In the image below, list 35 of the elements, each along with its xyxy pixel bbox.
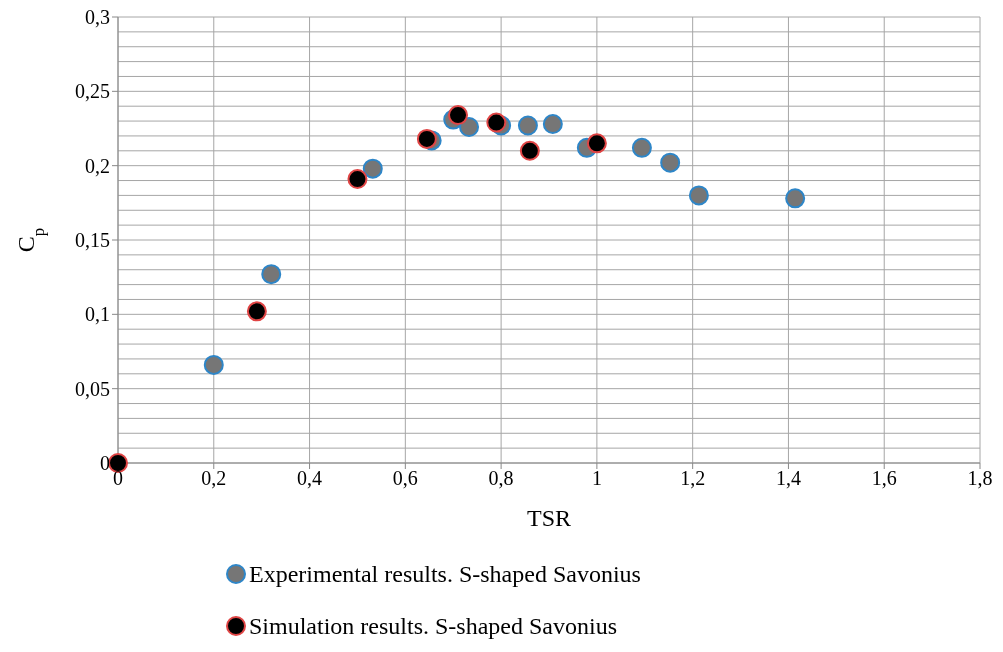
y-tick-label: 0,15 bbox=[75, 229, 110, 252]
y-tick-label: 0,1 bbox=[85, 303, 110, 326]
x-tick-label: 1,6 bbox=[871, 467, 897, 490]
point bbox=[416, 128, 437, 149]
point bbox=[347, 169, 368, 190]
x-tick-label: 0,4 bbox=[297, 467, 323, 490]
y-tick-label: 0,2 bbox=[85, 154, 110, 177]
x-tick-label: 1,2 bbox=[680, 467, 706, 490]
legend-label: Simulation results. S-shaped Savonius bbox=[249, 612, 617, 640]
point bbox=[261, 264, 282, 285]
point bbox=[660, 152, 681, 173]
point bbox=[631, 137, 652, 158]
y-tick-label: 0,25 bbox=[75, 80, 110, 103]
point bbox=[448, 105, 469, 126]
point bbox=[519, 140, 540, 161]
point bbox=[542, 114, 563, 135]
y-tick-label: 0,05 bbox=[75, 377, 110, 400]
point bbox=[688, 185, 709, 206]
point bbox=[517, 115, 538, 136]
y-tick-label: 0,3 bbox=[85, 6, 110, 29]
x-tick-label: 0,8 bbox=[488, 467, 514, 490]
x-tick-label: 0,2 bbox=[201, 467, 227, 490]
x-tick-label: 0,6 bbox=[392, 467, 418, 490]
point bbox=[586, 133, 607, 154]
point bbox=[486, 112, 507, 133]
point bbox=[246, 301, 267, 322]
point bbox=[203, 354, 224, 375]
x-tick-label: 1 bbox=[591, 467, 602, 490]
point bbox=[459, 117, 480, 138]
point bbox=[785, 188, 806, 209]
point bbox=[362, 158, 383, 179]
legend-label: Experimental results. S-shaped Savonius bbox=[249, 560, 641, 588]
x-axis-title: TSR bbox=[526, 505, 572, 531]
x-tick-label: 1,4 bbox=[775, 467, 801, 490]
x-tick-label: 1,8 bbox=[967, 467, 993, 490]
